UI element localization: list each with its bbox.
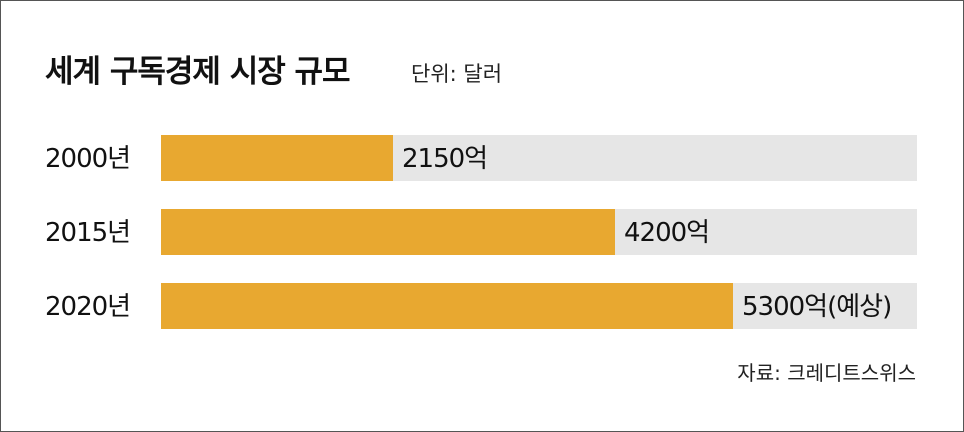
category-label: 2000년: [45, 144, 130, 174]
unit-label: 단위: 달러: [411, 62, 503, 86]
value-label: 2150억: [402, 144, 487, 174]
value-label: 5300억(예상): [742, 292, 891, 322]
source-label: 자료: 크레디트스위스: [737, 361, 916, 385]
bar: [161, 283, 733, 329]
bar: [161, 209, 615, 255]
category-label: 2015년: [45, 218, 130, 248]
value-label: 4200억: [624, 218, 709, 248]
chart-title: 세계 구독경제 시장 규모: [45, 54, 351, 90]
category-label: 2020년: [45, 292, 130, 322]
bar: [161, 135, 393, 181]
